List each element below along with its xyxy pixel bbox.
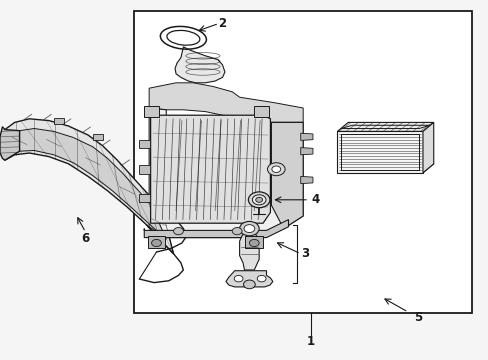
Circle shape <box>249 239 259 247</box>
Polygon shape <box>0 127 20 160</box>
Polygon shape <box>300 176 312 184</box>
Polygon shape <box>337 164 433 173</box>
Bar <box>139 165 150 174</box>
Text: 4: 4 <box>311 193 319 206</box>
Circle shape <box>255 197 262 202</box>
Polygon shape <box>300 133 312 140</box>
Circle shape <box>173 228 183 235</box>
Polygon shape <box>5 119 173 254</box>
Bar <box>254 106 268 117</box>
Polygon shape <box>225 271 272 287</box>
Circle shape <box>257 275 265 282</box>
Circle shape <box>271 166 280 172</box>
Bar <box>139 194 150 202</box>
Polygon shape <box>337 122 433 131</box>
Text: 3: 3 <box>301 247 309 260</box>
Bar <box>134 11 471 313</box>
Polygon shape <box>271 122 303 229</box>
Polygon shape <box>239 230 259 270</box>
Ellipse shape <box>166 30 200 45</box>
Polygon shape <box>149 108 303 238</box>
Bar <box>93 134 102 140</box>
Polygon shape <box>150 115 270 223</box>
Circle shape <box>244 225 254 233</box>
Bar <box>54 118 63 124</box>
Circle shape <box>267 163 285 176</box>
Circle shape <box>234 275 243 282</box>
Circle shape <box>243 280 255 289</box>
Text: 6: 6 <box>81 232 89 245</box>
Bar <box>245 236 263 248</box>
Polygon shape <box>175 47 224 83</box>
Polygon shape <box>337 131 422 173</box>
Text: 5: 5 <box>413 311 421 324</box>
Bar <box>139 140 150 148</box>
Circle shape <box>151 239 161 247</box>
Circle shape <box>248 192 269 208</box>
Polygon shape <box>300 148 312 155</box>
Circle shape <box>239 221 259 236</box>
Circle shape <box>252 195 265 205</box>
Polygon shape <box>20 129 166 239</box>
Text: 2: 2 <box>218 17 226 30</box>
Polygon shape <box>149 83 303 122</box>
Bar <box>147 236 165 248</box>
Polygon shape <box>144 220 288 238</box>
Text: 1: 1 <box>306 335 314 348</box>
Polygon shape <box>422 122 433 173</box>
Bar <box>144 106 159 117</box>
Circle shape <box>232 228 242 235</box>
